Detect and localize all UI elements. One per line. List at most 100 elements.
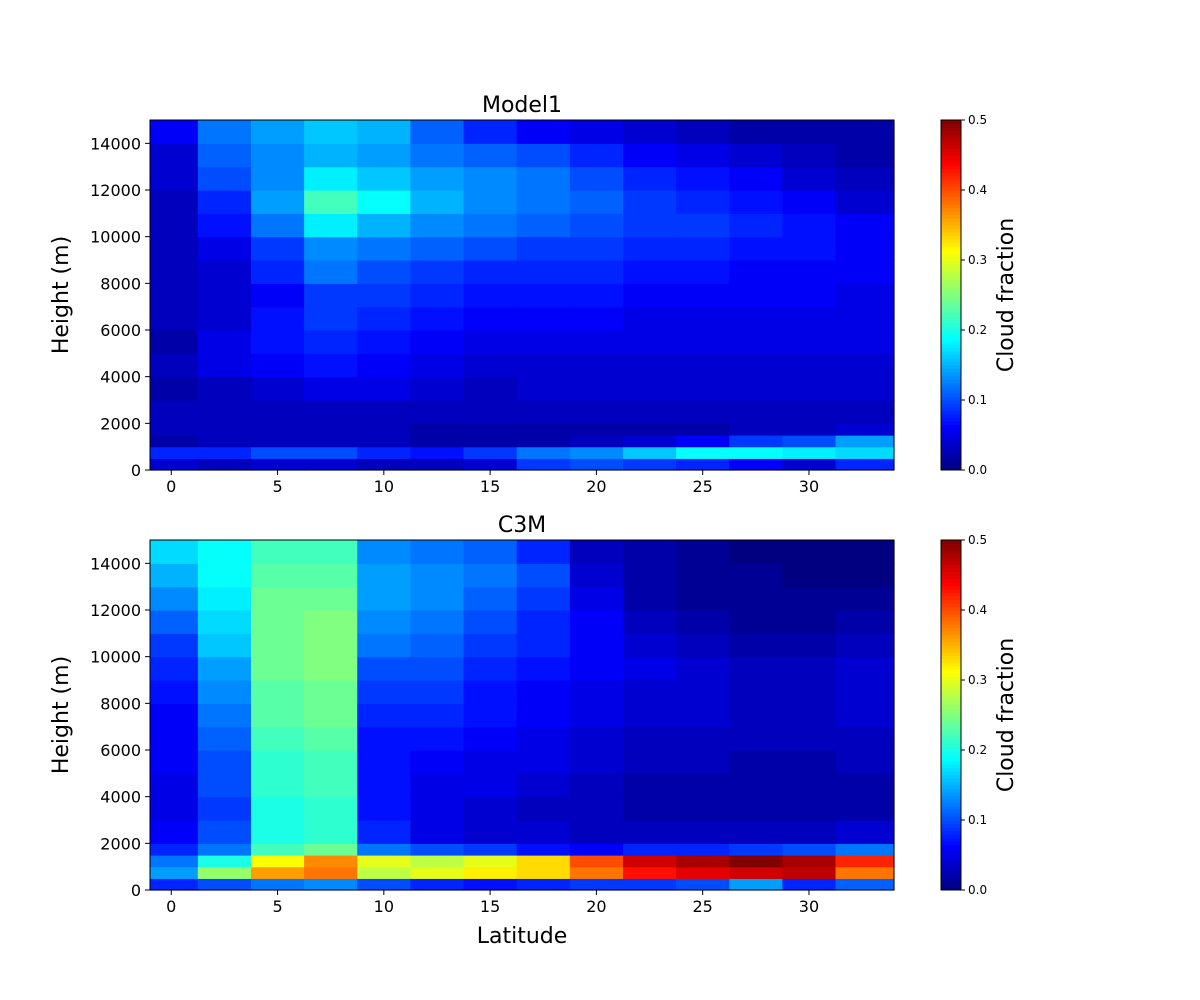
heatmap-cell: [357, 773, 411, 798]
heatmap-cell: [782, 283, 837, 308]
heatmap-cell: [250, 166, 305, 191]
heatmap-cell: [250, 458, 305, 471]
heatmap-cell: [622, 563, 677, 588]
heatmap-cell: [357, 726, 411, 751]
colorbar-segment: [941, 778, 961, 782]
heatmap-cell: [782, 656, 837, 681]
heatmap-cell: [516, 843, 571, 856]
colorbar-segment: [941, 694, 961, 698]
heatmap-cell: [569, 120, 624, 144]
colorbar-segment: [941, 316, 961, 320]
colorbar-segment: [941, 298, 961, 303]
colorbar-segment: [941, 764, 961, 768]
heatmap-cell: [463, 703, 518, 728]
heatmap-cell: [835, 330, 895, 354]
colorbar-segment: [941, 676, 961, 681]
heatmap-cell: [622, 120, 677, 144]
colorbar-segment: [941, 606, 961, 611]
heatmap-cell: [410, 458, 465, 471]
colorbar-segment: [941, 729, 961, 733]
heatmap-cell: [304, 306, 358, 331]
heatmap-cell: [197, 843, 252, 856]
colorbar-segment: [941, 137, 961, 142]
heatmap-cell: [410, 353, 465, 378]
heatmap-cell: [197, 680, 252, 704]
x-tick-label: 30: [799, 477, 819, 496]
heatmap-cell: [250, 376, 305, 401]
colorbar-segment: [941, 848, 961, 852]
heatmap-cell: [150, 586, 199, 611]
y-tick-label: 6000: [100, 321, 141, 340]
heatmap-cell: [463, 376, 518, 401]
colorbar-segment: [941, 795, 961, 800]
heatmap-cell: [197, 260, 252, 284]
heatmap-cell: [622, 190, 677, 214]
heatmap-cell: [410, 120, 465, 144]
y-tick-label: 6000: [100, 741, 141, 760]
colorbar-segment: [941, 123, 961, 128]
y-axis-ticks: 0 2000 4000 6000 8000 10000 12000 14000: [90, 554, 150, 900]
heatmap-cell: [197, 610, 252, 634]
heatmap-cell: [357, 353, 411, 378]
heatmap-cell: [250, 610, 305, 634]
heatmap-cell: [516, 820, 571, 844]
heatmap-cell: [197, 855, 252, 868]
heatmap-cell: [676, 435, 730, 448]
colorbar-segment: [941, 267, 961, 271]
heatmap-cell: [622, 353, 677, 378]
colorbar-segment: [941, 403, 961, 408]
heatmap-cell: [835, 680, 895, 704]
colorbar-segment: [941, 368, 961, 373]
heatmap-cell: [516, 586, 571, 611]
heatmap-cell: [197, 866, 252, 879]
colorbar-segment: [941, 834, 961, 838]
colorbar-segment: [941, 435, 961, 439]
x-tick-label: 20: [586, 897, 606, 916]
heatmap-cell: [463, 750, 518, 774]
heatmap-cell: [150, 283, 199, 308]
colorbar-segment: [941, 253, 961, 257]
heatmap-cell: [516, 750, 571, 774]
x-tick-label: 30: [799, 897, 819, 916]
colorbar-segment: [941, 459, 961, 464]
colorbar-segment: [941, 561, 961, 565]
heatmap-cell: [835, 540, 895, 564]
heatmap-cell: [676, 820, 730, 844]
heatmap-cell: [463, 120, 518, 144]
heatmap-cell: [357, 843, 411, 856]
heatmap-cell: [782, 878, 837, 891]
heatmap-cell: [729, 820, 783, 844]
colorbar-segment: [941, 631, 961, 635]
heatmap-cell: [782, 773, 837, 798]
heatmap-cell: [729, 680, 783, 704]
y-tick-label: 12000: [90, 181, 141, 200]
heatmap-cell: [676, 283, 730, 308]
heatmap-cell: [150, 866, 199, 879]
heatmap-cell: [622, 236, 677, 261]
colorbar-segment: [941, 179, 961, 184]
heatmap-cell: [304, 283, 358, 308]
heatmap-cell: [197, 703, 252, 728]
heatmap-cell: [357, 120, 411, 144]
heatmap-cell: [357, 446, 411, 459]
colorbar-segment: [941, 865, 961, 870]
heatmap-cell: [676, 610, 730, 634]
heatmap-cell: [782, 260, 837, 284]
colorbar-segment: [941, 704, 961, 709]
heatmap-cell: [304, 586, 358, 611]
heatmap-cell: [782, 213, 837, 238]
colorbar-segment: [941, 837, 961, 842]
colorbar-segment: [941, 463, 961, 467]
heatmap-cell: [150, 376, 199, 401]
heatmap-cell: [835, 633, 895, 658]
heatmap-cell: [304, 190, 358, 214]
heatmap-cell: [304, 878, 358, 891]
heatmap-cell: [782, 586, 837, 611]
heatmap-cell: [569, 773, 624, 798]
heatmap-cell: [676, 855, 730, 868]
colorbar-segment: [941, 246, 961, 250]
heatmap-cell: [569, 458, 624, 471]
heatmap-cell: [410, 143, 465, 168]
colorbar-segment: [941, 648, 961, 653]
heatmap-cell: [250, 283, 305, 308]
